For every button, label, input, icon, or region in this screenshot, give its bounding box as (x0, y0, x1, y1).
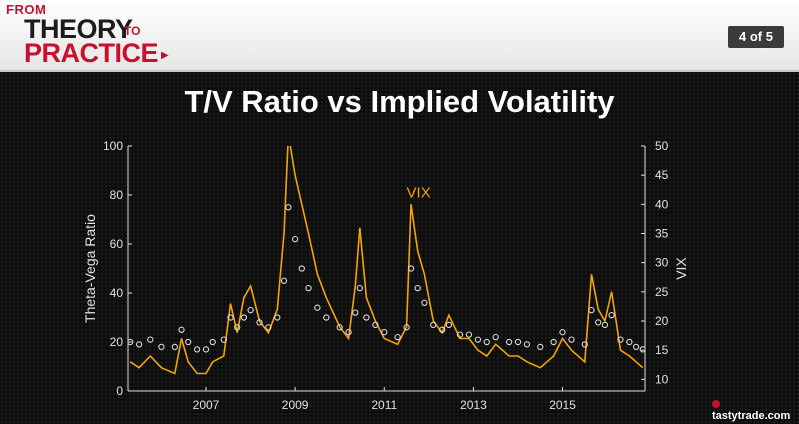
ratio-data-point (209, 338, 216, 346)
ratio-data-point (185, 338, 192, 346)
ratio-data-point (617, 336, 624, 343)
ratio-data-point (492, 333, 499, 341)
chart-background (0, 72, 799, 424)
ratio-data-point (421, 299, 428, 306)
ratio-data-point (601, 321, 609, 329)
brand-text: tastytrade.com (712, 410, 791, 422)
ratio-data-point (403, 324, 410, 331)
ratio-data-point (356, 284, 363, 292)
ratio-data-point (394, 333, 401, 341)
ratio-data-point (445, 321, 453, 329)
ratio-data-point (265, 324, 272, 331)
ratio-data-point (158, 343, 165, 351)
ratio-data-point (505, 338, 513, 346)
x-tick-label: 2011 (371, 398, 397, 412)
ratio-data-point (147, 336, 154, 343)
ratio-data-point (247, 306, 254, 314)
x-tick-label: 2007 (193, 398, 220, 412)
page-indicator: 4 of 5 (728, 26, 784, 48)
logo-to-text: TO (124, 24, 141, 38)
ratio-data-point (323, 314, 330, 321)
play-arrow-icon: ▶ (161, 50, 169, 61)
ratio-data-point (372, 321, 379, 329)
y-tick-label: 0 (116, 384, 123, 398)
ratio-data-point (588, 306, 595, 314)
ratio-data-point (595, 319, 602, 326)
ratio-data-point (632, 343, 640, 351)
ratio-data-point (240, 314, 248, 321)
ratio-data-point (291, 235, 299, 243)
ratio-data-point (280, 277, 288, 284)
ratio-data-point (568, 336, 575, 343)
y-tick-label: 40 (110, 286, 124, 300)
ratio-data-point (202, 346, 210, 353)
y-tick-label: 100 (103, 139, 123, 153)
ratio-data-point (298, 265, 305, 272)
ratio-data-point (345, 329, 352, 336)
x-tick-label: 2013 (460, 398, 487, 412)
ratio-data-point (456, 331, 464, 338)
y2-tick-label: 40 (655, 197, 669, 211)
logo-from-text: FROM (6, 2, 47, 17)
ratio-data-point (193, 346, 201, 353)
ratio-data-point (220, 336, 227, 343)
y2-tick-label: 15 (655, 343, 669, 357)
ratio-data-point (135, 341, 143, 348)
ratio-data-point (430, 321, 437, 329)
logo-practice-text: PRACTICE (24, 38, 159, 68)
ratio-data-point (483, 338, 490, 346)
ratio-data-point (537, 343, 544, 351)
y-tick-label: 20 (110, 335, 124, 349)
y2-tick-label: 30 (655, 256, 669, 270)
y2-tick-label: 35 (655, 227, 669, 241)
ratio-data-point (608, 311, 615, 319)
ratio-data-point (414, 284, 421, 292)
cherry-icon (712, 400, 720, 408)
ratio-data-point (559, 329, 566, 336)
y2-tick-label: 10 (655, 372, 669, 386)
ratio-data-point (381, 329, 388, 336)
logo-theory-text: THEORY (24, 14, 133, 44)
ratio-data-point (407, 265, 415, 272)
ratio-data-point (550, 338, 557, 346)
ratio-data-point (523, 341, 531, 348)
ratio-data-point (439, 326, 446, 333)
ratio-data-point (465, 331, 473, 338)
ratio-data-point (581, 341, 588, 348)
vix-series-line (129, 146, 644, 375)
ratio-data-point (178, 326, 185, 333)
ratio-data-point (274, 314, 281, 321)
ratio-data-point (363, 314, 370, 321)
ratio-data-point (285, 204, 292, 211)
ratio-data-point (227, 314, 234, 321)
ratio-data-point (128, 338, 134, 346)
ratio-data-point (352, 309, 359, 316)
vix-annotation: VIX (407, 184, 431, 201)
header-bar: FROM THEORY TO PRACTICE ▶ 4 of 5 (0, 0, 799, 72)
x-tick-label: 2009 (282, 398, 309, 412)
y2-tick-label: 25 (655, 285, 669, 299)
ratio-data-point (314, 304, 321, 311)
y-axis-label: Theta-Vega Ratio (82, 214, 98, 323)
ratio-data-point (305, 284, 312, 292)
ratio-data-point (171, 343, 178, 351)
x-tick-label: 2015 (549, 398, 576, 412)
y2-axis-label: VIX (673, 257, 689, 280)
chart-title: T/V Ratio vs Implied Volatility (184, 84, 615, 119)
y-tick-label: 60 (110, 237, 124, 251)
brand-logo: tastytrade.com (712, 398, 799, 422)
y2-tick-label: 50 (655, 139, 669, 153)
ratio-data-point (626, 338, 633, 346)
y-tick-label: 80 (110, 188, 124, 202)
y2-tick-label: 20 (655, 314, 669, 328)
ratio-data-point (336, 324, 343, 331)
ratio-data-point (474, 336, 482, 343)
ratio-data-point (234, 324, 241, 331)
ratio-data-point (639, 346, 645, 353)
y2-tick-label: 45 (655, 168, 669, 182)
ratio-data-point (256, 319, 263, 326)
ratio-data-point (514, 338, 522, 346)
